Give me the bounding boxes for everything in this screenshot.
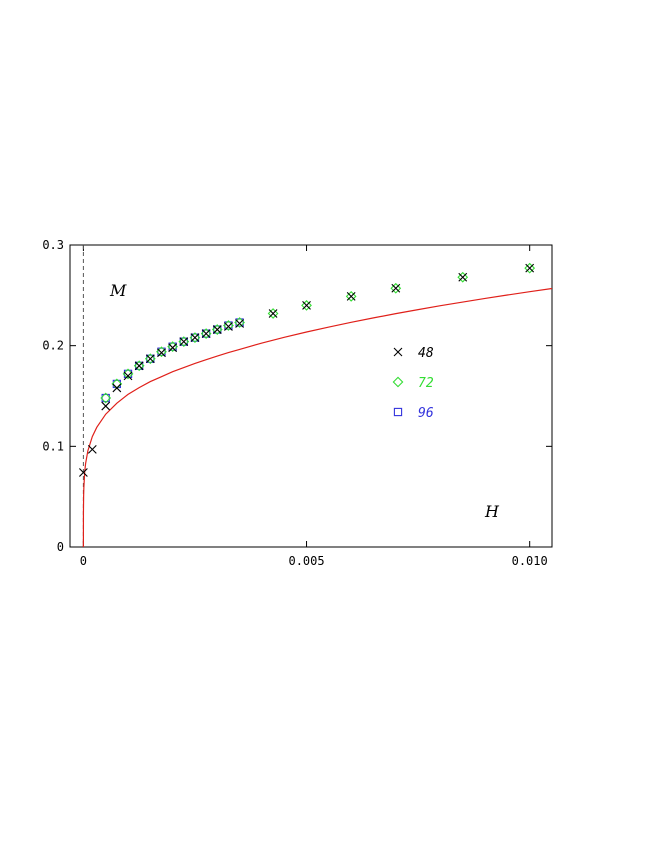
y-tick-label: 0 [57,540,64,554]
marker-series-48 [168,343,178,353]
marker-series-96 [157,347,166,356]
y-tick-label: 0.3 [42,238,64,252]
marker-series-96 [168,342,177,351]
marker-series-96 [224,321,233,330]
marker-series-48 [101,401,111,411]
marker-series-72 [390,282,402,294]
marker-series-72 [100,392,112,404]
marker-series-72 [200,328,212,339]
marker-series-48 [235,319,244,328]
marker-series-96 [146,354,155,363]
x-tick-label: 0.010 [512,554,548,568]
marker-series-48 [391,283,401,293]
marker-series-96 [101,393,110,403]
marker-series-48 [134,361,144,371]
y-tick-label: 0.1 [42,439,64,453]
marker-series-96 [235,318,244,327]
marker-series-72 [133,360,145,372]
marker-series-96 [213,325,222,334]
legend-label-72: 72 [418,376,434,391]
marker-series-96 [135,361,144,370]
marker-series-48 [201,329,211,338]
x-axis-label: H [484,502,500,521]
marker-series-48 [123,371,133,381]
marker-series-48 [179,337,189,347]
marker-series-72 [345,290,357,302]
marker-series-72 [524,262,536,274]
marker-series-96 [123,369,133,379]
data-markers [78,262,536,477]
legend-marker-96 [393,407,403,417]
marker-series-96 [179,337,188,346]
marker-series-48 [346,291,356,301]
legend-label-48: 48 [418,346,434,361]
marker-series-48 [78,468,88,477]
marker-series-72 [267,308,279,319]
marker-series-48 [458,272,468,282]
marker-series-48 [157,348,166,358]
x-tick-label: 0 [80,554,87,568]
y-tick-label: 0.2 [42,339,64,353]
marker-series-48 [302,301,311,310]
axis-ticks [70,244,552,548]
marker-series-48 [112,383,122,393]
legend-marker-72 [392,376,404,388]
plot-frame [69,244,553,548]
marker-series-48 [145,354,155,364]
marker-series-48 [190,333,200,343]
y-axis-label: M [109,281,127,300]
marker-series-48 [212,325,222,334]
marker-series-72 [211,324,223,335]
x-tick-label: 0.005 [288,554,324,568]
marker-series-48 [224,322,233,331]
marker-series-96 [190,333,200,342]
axis-tick-labels: 0 0.005 0.010 0 0.1 0.2 0.3 [42,238,547,568]
marker-series-72 [301,300,312,311]
marker-series-48 [87,444,97,454]
marker-series-72 [144,353,156,365]
legend-marker-48 [393,347,403,357]
marker-series-72 [457,271,469,283]
fit-curve [82,287,553,548]
legend-label-96: 96 [418,406,434,421]
marker-series-48 [268,309,278,318]
marker-series-96 [201,329,211,338]
legend: 48 72 96 [392,346,434,421]
marker-series-48 [525,263,535,273]
marker-series-72 [178,336,190,348]
marker-series-72 [189,332,201,343]
